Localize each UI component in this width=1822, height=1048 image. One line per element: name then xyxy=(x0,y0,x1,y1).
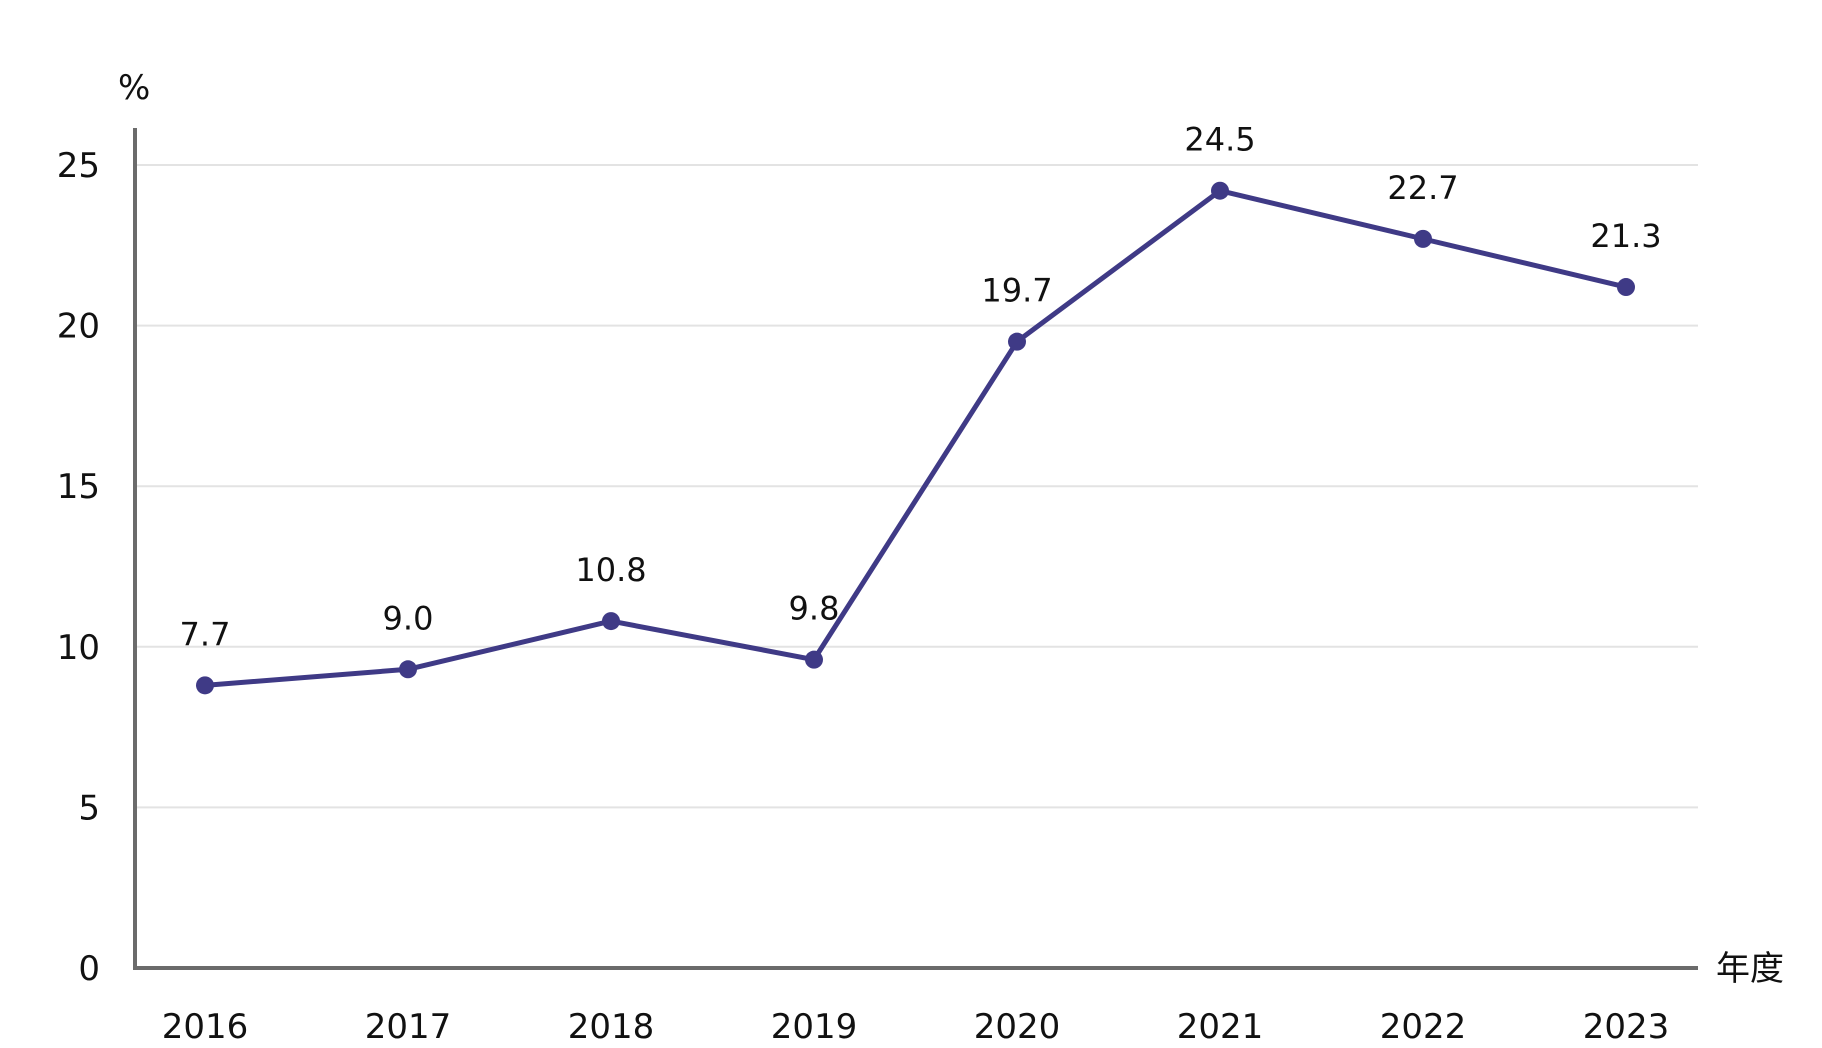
data-label-2016: 7.7 xyxy=(180,615,231,653)
data-label-2019: 9.8 xyxy=(789,590,840,628)
data-point-2019 xyxy=(805,650,823,669)
x-tick-label-2021: 2021 xyxy=(1177,1007,1264,1047)
x-tick-label-2020: 2020 xyxy=(974,1007,1061,1047)
y-tick-label-5: 5 xyxy=(78,788,100,828)
x-tick-label-2017: 2017 xyxy=(365,1007,452,1047)
axes-layer xyxy=(133,128,1698,970)
y-tick-label-25: 25 xyxy=(57,146,100,186)
data-point-2020 xyxy=(1008,332,1026,351)
x-tick-label-2022: 2022 xyxy=(1380,1007,1467,1047)
data-label-2018: 10.8 xyxy=(575,551,646,589)
x-tick-label-2016: 2016 xyxy=(162,1007,249,1047)
data-point-2022 xyxy=(1414,229,1432,248)
data-label-2023: 21.3 xyxy=(1590,217,1661,255)
data-point-2021 xyxy=(1211,181,1229,200)
x-tick-label-2018: 2018 xyxy=(568,1007,655,1047)
series-layer xyxy=(196,181,1635,695)
data-point-2018 xyxy=(602,612,620,631)
x-tick-labels: 2016 2017 2018 2019 2020 2021 2022 2023 xyxy=(162,1007,1670,1047)
x-tick-label-2019: 2019 xyxy=(771,1007,858,1047)
y-tick-labels: 0 5 10 15 20 25 xyxy=(57,146,100,989)
y-tick-label-15: 15 xyxy=(57,467,100,507)
data-label-2020: 19.7 xyxy=(981,272,1052,310)
data-point-2016 xyxy=(196,676,214,695)
data-label-2022: 22.7 xyxy=(1387,169,1458,207)
data-point-2023 xyxy=(1617,278,1635,297)
y-axis-unit-label: % xyxy=(118,68,150,108)
data-point-2017 xyxy=(399,660,417,679)
y-tick-label-10: 10 xyxy=(57,628,100,668)
data-labels-layer: 7.7 9.0 10.8 9.8 19.7 24.5 22.7 21.3 xyxy=(180,121,1662,654)
data-label-2021: 24.5 xyxy=(1184,121,1255,159)
x-axis-unit-label: 年度 xyxy=(1716,949,1784,989)
series-line xyxy=(202,188,1629,688)
x-tick-label-2023: 2023 xyxy=(1583,1007,1670,1047)
grid-layer xyxy=(135,164,1698,809)
y-tick-label-20: 20 xyxy=(57,307,100,347)
data-label-2017: 9.0 xyxy=(383,599,434,637)
y-tick-label-0: 0 xyxy=(78,949,100,989)
